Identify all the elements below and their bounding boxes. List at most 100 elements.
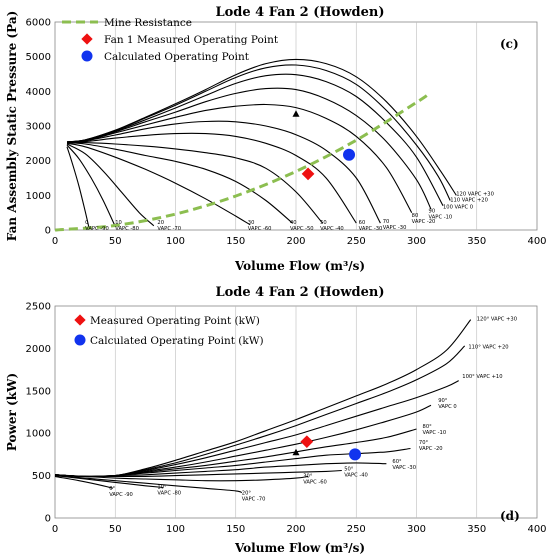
chart-d-y-tick-label: 1000 <box>26 429 51 440</box>
chart-c-x-tick-label: 0 <box>52 236 58 247</box>
chart-d-series-line <box>54 474 309 482</box>
chart-c-series-line <box>66 132 357 224</box>
chart-c-series-label: 60 <box>359 220 366 226</box>
chart-c-series-label: VAPC -30 <box>359 226 383 232</box>
chart-c-y-axis-title: Fan Assembly Static Pressure (Pa) <box>5 11 19 242</box>
legend-calculated-label: Calculated Operating Point <box>104 51 250 63</box>
chart-c-series-label: 80 <box>412 213 419 219</box>
chart-c-series-line <box>66 142 293 224</box>
chart-c-series-label: VAPC -50 <box>290 226 314 232</box>
legend-d-calculated-swatch <box>74 334 86 346</box>
chart-c-series-line <box>66 144 116 227</box>
chart-d-series-label: 120° VAPC +30 <box>477 316 517 322</box>
chart-d-ticks: 0 50 100 150 200 250 300 350 400 0 500 1000 1500 2000… <box>26 302 547 536</box>
chart-c-series-label: VAPC -30 <box>383 225 407 231</box>
chart-c-series-label: 100 VAPC 0 <box>443 205 473 211</box>
chart-c-series-line <box>66 141 323 224</box>
chart-d-series-label: VAPC -70 <box>242 496 266 502</box>
chart-d-x-tick-label: 300 <box>407 524 426 535</box>
chart-c-series-label: VAPC -40 <box>320 226 344 232</box>
chart-d-series-label: 50° <box>344 467 354 473</box>
chart-c-y-tick-label: 1000 <box>26 191 51 202</box>
chart-d-calculated-point <box>349 448 362 461</box>
chart-d-measured-point <box>300 435 314 449</box>
chart-c-x-tick-label: 50 <box>109 236 122 247</box>
chart-c-series-label: 30 <box>248 220 255 226</box>
chart-d-x-tick-label: 0 <box>52 524 58 535</box>
chart-c-x-tick-label: 400 <box>527 236 546 247</box>
chart-d-x-axis-title: Volume Flow (m³/s) <box>234 541 365 555</box>
chart-d-x-tick-label: 150 <box>226 524 245 535</box>
chart-c-series-line <box>66 142 251 226</box>
chart-d-y-tick-label: 1500 <box>26 386 51 397</box>
chart-d-series-label: VAPC -90 <box>109 492 133 498</box>
chart-c-series-label: 10 <box>115 220 122 226</box>
chart-d-x-tick-label: 350 <box>467 524 486 535</box>
chart-c-series-label: VAPC -80 <box>115 226 139 232</box>
chart-d-x-tick-label: 200 <box>286 524 305 535</box>
chart-c-series-label: 0 <box>85 220 88 226</box>
chart-d-series-line <box>54 475 164 489</box>
chart-c-x-axis-title: Volume Flow (m³/s) <box>234 259 365 273</box>
chart-c-series-label: VAPC -70 <box>157 226 181 232</box>
chart-c-series-label: 120 VAPC +30 <box>456 191 494 197</box>
chart-d-series-label: 30° <box>303 473 313 479</box>
chart-d-series-line <box>54 345 466 478</box>
panel-d-power-chart: Lode 4 Fan 2 (Howden) 120° VAPC +30 110° … <box>5 285 547 555</box>
chart-c-x-tick-label: 300 <box>407 236 426 247</box>
chart-d-series-line <box>54 469 342 478</box>
chart-d-series-label: VAPC -40 <box>344 473 368 479</box>
chart-c-series-label: VAPC -10 <box>429 215 453 221</box>
chart-c-series-label: 70 <box>383 219 390 225</box>
chart-d-x-tick-label: 250 <box>347 524 366 535</box>
chart-c-series-label: 50 <box>320 220 327 226</box>
chart-c-series-line <box>66 120 381 224</box>
chart-c-x-tick-label: 250 <box>347 236 366 247</box>
chart-d-series-label: VAPC -10 <box>423 430 447 436</box>
chart-d-series-label: 110° VAPC +20 <box>468 344 508 350</box>
chart-c-y-tick-label: 5000 <box>26 52 51 63</box>
chart-d-series-label: 60° <box>392 459 402 465</box>
chart-d-series-label: VAPC -80 <box>157 490 181 496</box>
chart-d-series-label: 80° <box>423 424 433 430</box>
chart-c-series-label: 90 <box>429 209 436 215</box>
chart-c-series-line <box>66 73 444 206</box>
chart-c-series-line <box>66 143 155 227</box>
chart-c-title: Lode 4 Fan 2 (Howden) <box>215 5 384 20</box>
chart-d-series-group <box>54 319 472 494</box>
chart-c-x-tick-label: 350 <box>467 236 486 247</box>
chart-c-y-tick-label: 6000 <box>26 18 51 29</box>
chart-c-legend: Mine Resistance Fan 1 Measured Operating… <box>62 17 279 63</box>
chart-d-series-line <box>54 475 243 494</box>
chart-d-series-label: 0° <box>109 486 115 492</box>
chart-d-series-label: VAPC -60 <box>303 479 327 485</box>
chart-d-series-line <box>54 475 113 489</box>
chart-c-series-group <box>54 58 457 232</box>
chart-d-y-tick-label: 2500 <box>26 302 51 313</box>
legend-mine-resistance-label: Mine Resistance <box>104 17 192 29</box>
chart-d-legend: Measured Operating Point (kW) Calculated… <box>74 314 264 347</box>
chart-c-series-label: VAPC -90 <box>85 226 109 232</box>
chart-d-series-line <box>54 462 387 477</box>
chart-c-x-tick-label: 200 <box>286 236 305 247</box>
legend-calculated-swatch <box>81 50 93 62</box>
chart-d-series-label: 20° <box>242 490 252 496</box>
chart-d-x-tick-label: 400 <box>527 524 546 535</box>
chart-d-panel-label: (d) <box>500 509 520 523</box>
chart-d-y-axis-title: Power (kW) <box>5 373 19 451</box>
chart-c-y-tick-label: 4000 <box>26 87 51 98</box>
chart-c-measured-point <box>301 167 315 181</box>
chart-c-series-line <box>66 64 451 201</box>
chart-c-series-label: VAPC -60 <box>248 226 272 232</box>
chart-c-ticks: 0 50 100 150 200 250 300 350 4000100020003000400… <box>26 18 547 248</box>
legend-d-measured-swatch <box>74 314 86 326</box>
chart-d-curve-labels: 120° VAPC +30 110° VAPC +20 100° VAPC +10 9… <box>109 316 517 502</box>
chart-c-x-tick-label: 100 <box>166 236 185 247</box>
chart-d-series-label: 100° VAPC +10 <box>462 374 502 380</box>
chart-c-series-label: 20 <box>157 220 164 226</box>
legend-d-calculated-label: Calculated Operating Point (kW) <box>90 335 264 347</box>
legend-measured-swatch <box>81 33 93 45</box>
